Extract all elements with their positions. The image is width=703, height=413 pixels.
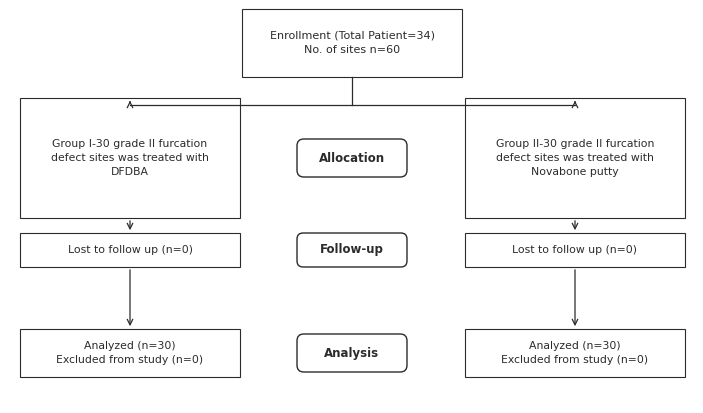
Text: Group I-30 grade II furcation
defect sites was treated with
DFDBA: Group I-30 grade II furcation defect sit… [51,139,209,177]
Text: Lost to follow up (n=0): Lost to follow up (n=0) [67,245,193,255]
FancyBboxPatch shape [297,334,407,372]
Bar [465,233,685,267]
Bar [242,9,462,77]
Bar [20,98,240,218]
FancyBboxPatch shape [297,233,407,267]
Text: Analyzed (n=30)
Excluded from study (n=0): Analyzed (n=30) Excluded from study (n=0… [56,341,204,365]
Bar [465,329,685,377]
Bar [20,329,240,377]
Text: Follow-up: Follow-up [320,244,384,256]
Bar [20,233,240,267]
Text: Analyzed (n=30)
Excluded from study (n=0): Analyzed (n=30) Excluded from study (n=0… [501,341,649,365]
Text: Lost to follow up (n=0): Lost to follow up (n=0) [512,245,638,255]
Bar [465,98,685,218]
Text: Enrollment (Total Patient=34)
No. of sites n=60: Enrollment (Total Patient=34) No. of sit… [269,31,434,55]
FancyBboxPatch shape [297,139,407,177]
Text: Allocation: Allocation [319,152,385,164]
Text: Analysis: Analysis [325,347,380,359]
Text: Group II-30 grade II furcation
defect sites was treated with
Novabone putty: Group II-30 grade II furcation defect si… [496,139,654,177]
